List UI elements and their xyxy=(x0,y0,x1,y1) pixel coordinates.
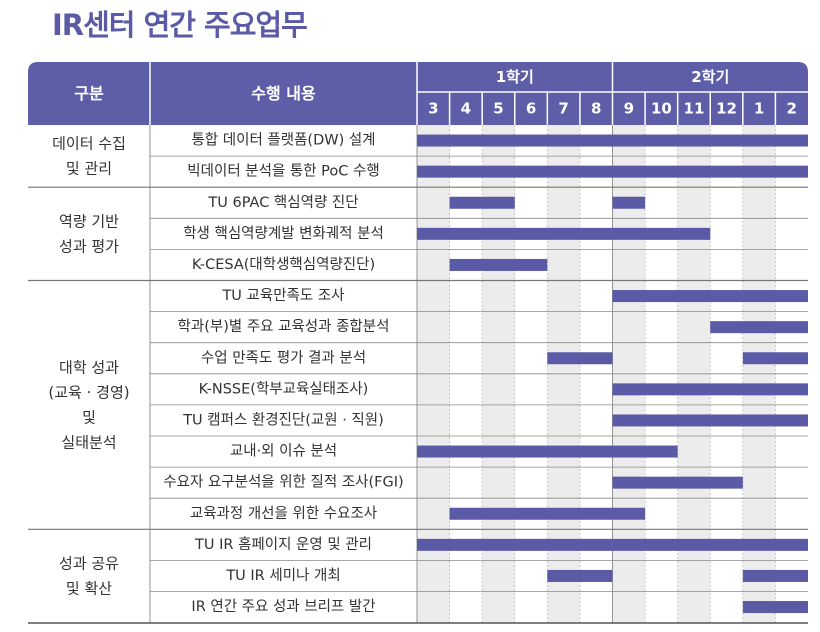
task-name: 통합 데이터 플랫폼(DW) 설계 xyxy=(191,132,375,149)
task-name: 교내·외 이슈 분석 xyxy=(230,443,337,460)
semester-header: 1학기 xyxy=(496,68,534,86)
task-name: 수요자 요구분석을 위한 질적 조사(FGI) xyxy=(163,474,403,491)
month-header: 9 xyxy=(624,100,634,118)
schedule-bar xyxy=(547,352,613,365)
task-name: TU IR 홈페이지 운영 및 관리 xyxy=(194,536,372,553)
schedule-bar xyxy=(742,569,808,582)
task-name: 학과(부)별 주요 교육성과 종합분석 xyxy=(178,318,390,335)
semester-header: 2학기 xyxy=(691,68,729,86)
group-label: 및 xyxy=(82,408,96,426)
group-label: (교육 · 경영) xyxy=(48,383,129,401)
task-name: 교육과정 개선을 위한 수요조사 xyxy=(190,505,377,522)
task-name: IR 연간 주요 성과 브리프 발간 xyxy=(191,598,375,615)
task-name: 학생 핵심역량계발 변화궤적 분석 xyxy=(183,225,384,242)
group-label: 대학 성과 xyxy=(59,358,119,376)
schedule-bar xyxy=(612,476,743,489)
schedule-bar xyxy=(710,321,808,334)
schedule-bar xyxy=(449,507,646,520)
page-title: IR센터 연간 주요업무 xyxy=(52,8,308,42)
month-header: 6 xyxy=(526,100,536,118)
month-header: 5 xyxy=(493,100,503,118)
schedule-bar xyxy=(612,383,808,396)
task-name: TU IR 세미나 개최 xyxy=(225,567,340,584)
task-name: K-NSSE(학부교육실태조사) xyxy=(199,380,369,397)
schedule-bar xyxy=(417,538,808,551)
group-label: 실태분석 xyxy=(61,433,116,451)
task-name: 빅데이터 분석을 통한 PoC 수행 xyxy=(187,163,379,180)
schedule-bar xyxy=(449,196,515,209)
month-header: 3 xyxy=(428,100,438,118)
group-label: 성과 평가 xyxy=(59,237,119,255)
group-label: 역량 기반 xyxy=(59,212,119,230)
task-name: K-CESA(대학생핵심역량진단) xyxy=(192,256,375,273)
category-header: 구분 xyxy=(74,84,104,103)
schedule-bar xyxy=(547,569,613,582)
group-label: 및 관리 xyxy=(66,160,112,178)
schedule-bar xyxy=(449,258,548,271)
group-label: 데이터 수집 xyxy=(52,135,126,153)
schedule-bar xyxy=(612,414,808,427)
schedule-bar xyxy=(612,196,646,209)
task-name: TU 교육만족도 조사 xyxy=(221,287,344,304)
task-name: TU 캠퍼스 환경진단(교원 · 직원) xyxy=(182,411,384,428)
task-name: 수업 만족도 평가 결과 분석 xyxy=(201,349,366,366)
month-header: 7 xyxy=(558,100,568,118)
schedule-bar xyxy=(742,352,808,365)
month-header: 2 xyxy=(786,100,796,118)
schedule-bar xyxy=(417,445,678,458)
month-header: 12 xyxy=(716,100,737,118)
schedule-bar xyxy=(612,290,808,303)
month-header: 11 xyxy=(684,100,705,118)
schedule-bar xyxy=(417,165,808,178)
schedule-bar xyxy=(417,134,808,147)
task-name: TU 6PAC 핵심역량 진단 xyxy=(207,194,358,211)
month-header: 8 xyxy=(591,100,601,118)
group-label: 및 확산 xyxy=(66,579,112,597)
month-header: 10 xyxy=(651,100,672,118)
group-label: 성과 공유 xyxy=(59,554,119,572)
month-header: 4 xyxy=(461,100,471,118)
month-header: 1 xyxy=(754,100,764,118)
schedule-bar xyxy=(417,227,711,240)
schedule-bar xyxy=(742,601,808,614)
task-header: 수행 내용 xyxy=(251,84,316,103)
